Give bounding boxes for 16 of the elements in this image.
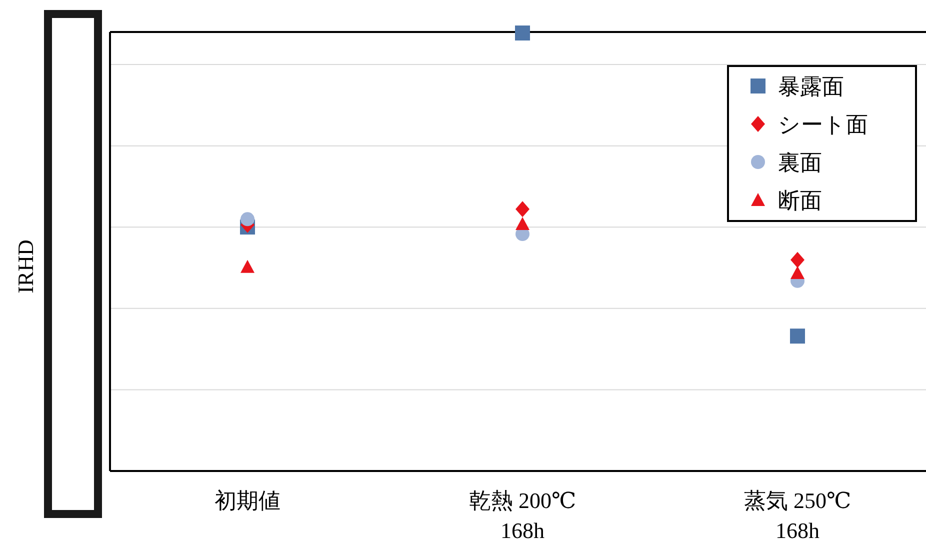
- point: [790, 328, 805, 344]
- x-tick-label: 乾熱 200℃ 168h: [468, 488, 576, 543]
- legend-label: 裏面: [778, 150, 822, 175]
- point: [790, 266, 804, 280]
- point: [516, 201, 530, 218]
- x-tick-label: 蒸気 250℃ 168h: [744, 488, 852, 543]
- point: [240, 212, 254, 226]
- legend-label: 暴露面: [778, 74, 844, 99]
- y-axis-title: IRHD: [13, 240, 38, 294]
- point: [515, 26, 530, 40]
- point: [790, 252, 804, 268]
- legend-label: シート面: [778, 112, 868, 137]
- point: [240, 260, 254, 273]
- legend-label: 断面: [778, 188, 822, 213]
- point: [516, 216, 530, 230]
- x-tick-label: 初期値: [214, 488, 280, 513]
